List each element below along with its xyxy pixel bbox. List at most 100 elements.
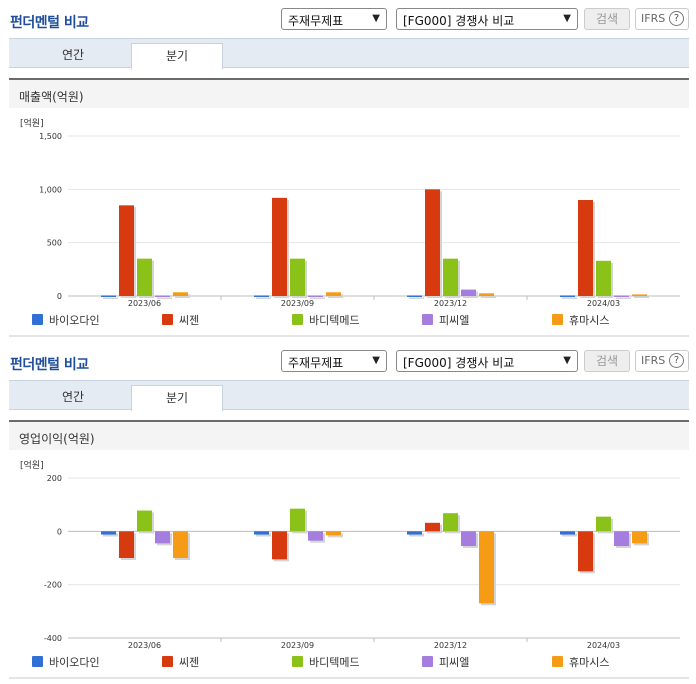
- legend-swatch: [162, 656, 173, 667]
- bar: [560, 531, 575, 535]
- bar: [290, 508, 305, 532]
- x-tick-label: 2023/09: [281, 641, 314, 650]
- bar: [173, 292, 188, 296]
- bar: [443, 258, 458, 296]
- legend-label: 씨젠: [179, 314, 199, 327]
- bar-shadow: [634, 296, 649, 298]
- bar-shadow: [103, 297, 118, 299]
- legend-swatch: [32, 314, 43, 325]
- tab-annual[interactable]: 연간: [61, 390, 85, 404]
- revenue-section: 펀더멘털 비교 주재무제표 ▼ [FG000] 경쟁사 비교 ▼ 검색 IFRS? …: [0, 0, 696, 337]
- x-tick-label: 2023/12: [434, 641, 467, 650]
- bar: [308, 531, 323, 541]
- bar: [308, 295, 323, 297]
- y-tick-label: -400: [44, 634, 62, 643]
- search-button[interactable]: 검색: [584, 350, 630, 372]
- tab-quarterly[interactable]: 분기: [131, 385, 223, 412]
- chart-header: 매출액(억원): [9, 78, 689, 108]
- statement-type-value: 주재무제표: [288, 356, 344, 370]
- bar-shadow: [256, 297, 271, 299]
- y-tick-label: 0: [57, 527, 62, 536]
- legend-label: 바디텍메드: [309, 314, 360, 327]
- bar: [596, 260, 611, 296]
- bar: [254, 531, 269, 535]
- legend-label: 휴마시스: [569, 314, 609, 327]
- period-tabs: 연간 분기: [9, 380, 689, 412]
- legend-label: 피씨엘: [439, 314, 469, 327]
- statement-type-select[interactable]: 주재무제표 ▼: [281, 8, 387, 30]
- peer-group-select[interactable]: [FG000] 경쟁사 비교 ▼: [396, 8, 578, 30]
- bar-shadow: [256, 533, 271, 537]
- bar: [272, 531, 287, 560]
- bar: [596, 516, 611, 532]
- tab-annual[interactable]: 연간: [61, 48, 85, 62]
- bar-shadow: [616, 297, 631, 299]
- y-tick-label: 500: [47, 239, 62, 248]
- bar: [614, 295, 629, 297]
- chart-title: 매출액(억원): [19, 90, 84, 104]
- bar: [461, 531, 476, 546]
- y-tick-label: 1,500: [39, 132, 62, 141]
- bar: [578, 531, 593, 572]
- operating-profit-section: 펀더멘털 비교 주재무제표 ▼ [FG000] 경쟁사 비교 ▼ 검색 IFRS? …: [0, 342, 696, 684]
- chart-header: 영업이익(억원): [9, 420, 689, 450]
- bar: [290, 258, 305, 296]
- bar: [173, 531, 188, 558]
- bar: [425, 189, 440, 296]
- bar: [407, 295, 422, 297]
- bar: [272, 197, 287, 296]
- bar: [119, 205, 134, 296]
- tab-quarterly[interactable]: 분기: [131, 43, 223, 70]
- legend-label: 바이오다인: [49, 656, 100, 669]
- section-title: 펀더멘털 비교: [10, 15, 89, 31]
- bar-shadow: [409, 533, 424, 537]
- bar: [155, 295, 170, 297]
- bar-shadow: [562, 533, 577, 537]
- peer-group-select[interactable]: [FG000] 경쟁사 비교 ▼: [396, 350, 578, 372]
- x-tick-label: 2024/03: [587, 299, 620, 308]
- legend-label: 바디텍메드: [309, 656, 360, 669]
- search-button[interactable]: 검색: [584, 8, 630, 30]
- bar-shadow: [103, 533, 118, 537]
- x-tick-label: 2023/06: [128, 641, 161, 650]
- help-icon[interactable]: ?: [669, 11, 684, 26]
- unit-label: [억원]: [20, 117, 44, 129]
- chevron-down-icon: ▼: [372, 355, 380, 366]
- chevron-down-icon: ▼: [372, 13, 380, 24]
- revenue-chart: [억원] 0 500 1,000 1,500 2023/06 2023/09 2023/12 2…: [9, 117, 689, 337]
- statement-type-select[interactable]: 주재무제표 ▼: [281, 350, 387, 372]
- x-tick-label: 2023/06: [128, 299, 161, 308]
- bar: [578, 200, 593, 296]
- bar: [326, 531, 341, 536]
- ifrs-button[interactable]: IFRS?: [635, 350, 689, 372]
- legend-label: 씨젠: [179, 656, 199, 669]
- bar: [254, 295, 269, 297]
- ifrs-label: IFRS: [641, 12, 666, 25]
- header-row: 펀더멘털 비교 주재무제표 ▼ [FG000] 경쟁사 비교 ▼ 검색 IFRS?: [0, 342, 696, 380]
- bar: [155, 531, 170, 544]
- bar-shadow: [481, 295, 496, 298]
- legend-swatch: [32, 656, 43, 667]
- legend-label: 바이오다인: [49, 314, 100, 327]
- bar: [479, 293, 494, 296]
- unit-label: [억원]: [20, 459, 44, 471]
- ifrs-label: IFRS: [641, 354, 666, 367]
- legend-label: 휴마시스: [569, 656, 609, 669]
- statement-type-value: 주재무제표: [288, 14, 344, 28]
- ifrs-button[interactable]: IFRS?: [635, 8, 689, 30]
- bar: [461, 289, 476, 296]
- y-tick-label: 0: [57, 292, 62, 301]
- bar-shadow: [310, 297, 325, 299]
- legend-swatch: [292, 656, 303, 667]
- legend-swatch: [162, 314, 173, 325]
- legend-swatch: [552, 314, 563, 325]
- period-tabs: 연간 분기: [9, 38, 689, 70]
- section-title: 펀더멘털 비교: [10, 357, 89, 373]
- header-row: 펀더멘털 비교 주재무제표 ▼ [FG000] 경쟁사 비교 ▼ 검색 IFRS?: [0, 0, 696, 38]
- bar: [632, 531, 647, 544]
- bar: [101, 295, 116, 297]
- peer-group-value: [FG000] 경쟁사 비교: [403, 356, 515, 370]
- bar: [101, 531, 116, 535]
- bar: [632, 294, 647, 296]
- help-icon[interactable]: ?: [669, 353, 684, 368]
